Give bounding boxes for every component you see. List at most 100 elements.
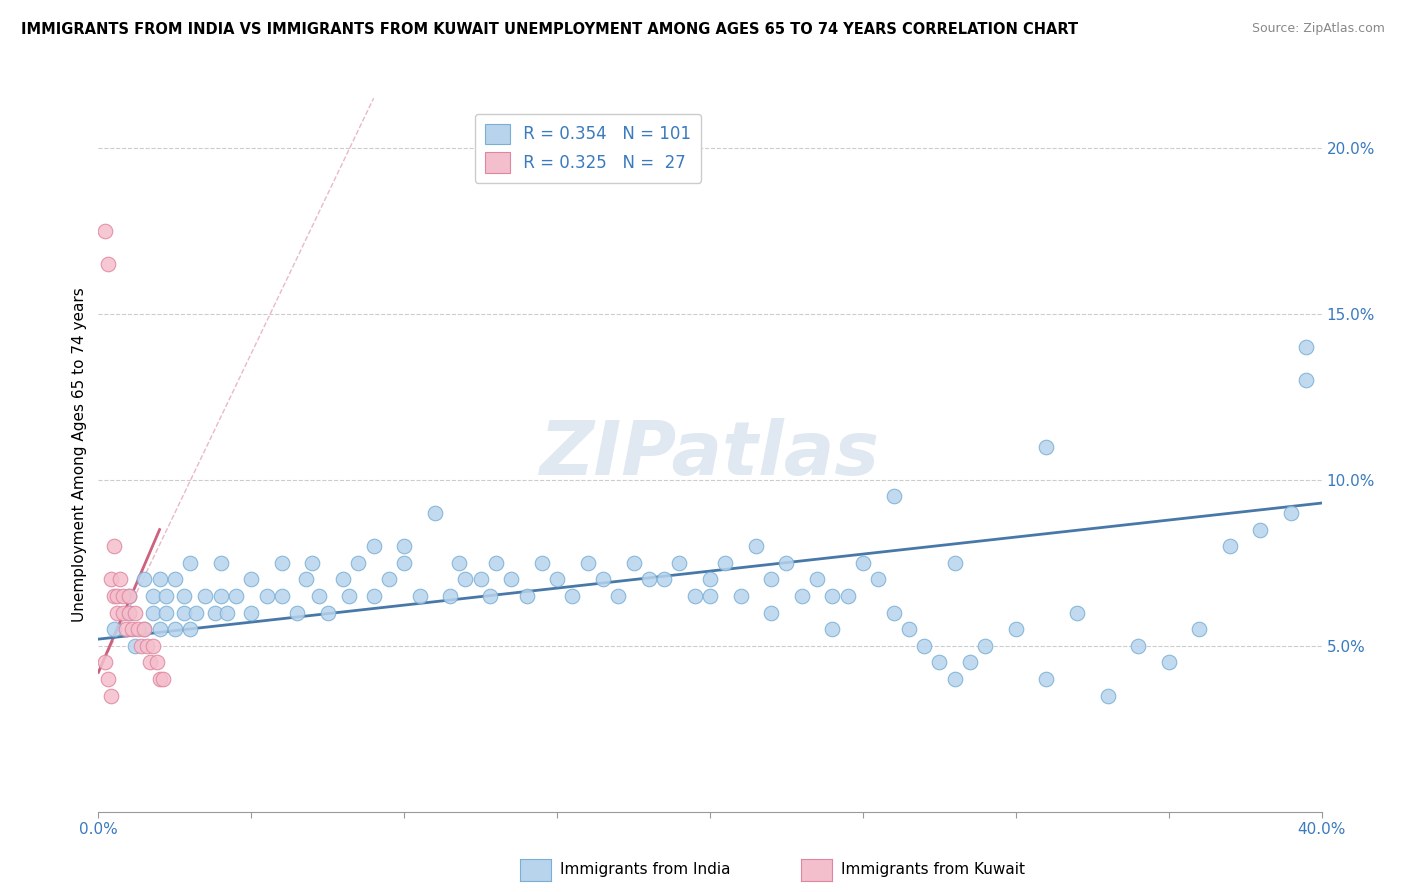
Point [821,622,844,636]
Point [868,573,890,587]
Point [173,589,195,603]
Point [449,556,471,570]
Point [759,606,782,620]
Point [240,573,263,587]
Point [332,573,354,587]
Text: ZIPatlas: ZIPatlas [540,418,880,491]
Point [337,589,360,603]
Point [623,556,645,570]
Point [145,656,167,670]
Point [118,606,141,620]
Point [637,573,661,587]
Point [821,589,844,603]
Point [897,622,920,636]
Point [111,606,134,620]
Text: Immigrants from Kuwait: Immigrants from Kuwait [841,863,1025,877]
Point [194,589,217,603]
Point [454,573,477,587]
Point [134,573,156,587]
Point [806,573,828,587]
Point [149,573,172,587]
Point [97,672,120,686]
Point [668,556,690,570]
Point [163,622,186,636]
Point [1188,622,1211,636]
Point [1097,689,1119,703]
Point [561,589,583,603]
Point [714,556,737,570]
Point [103,589,125,603]
Text: IMMIGRANTS FROM INDIA VS IMMIGRANTS FROM KUWAIT UNEMPLOYMENT AMONG AGES 65 TO 74: IMMIGRANTS FROM INDIA VS IMMIGRANTS FROM… [21,22,1078,37]
Point [118,606,141,620]
Point [149,672,172,686]
Point [501,573,523,587]
Point [93,656,115,670]
Point [439,589,461,603]
Point [93,224,115,238]
Point [149,622,172,636]
Point [592,573,614,587]
Point [423,506,446,520]
Point [699,573,721,587]
Point [392,539,416,553]
Point [1295,373,1317,387]
Point [1004,622,1026,636]
Point [883,490,905,504]
Point [478,589,501,603]
Point [943,672,966,686]
Point [179,556,201,570]
Point [699,589,721,603]
Point [215,606,238,620]
Point [142,589,165,603]
Point [485,556,508,570]
Point [683,589,706,603]
Point [652,573,675,587]
Point [124,606,146,620]
Point [1249,523,1271,537]
Point [105,589,128,603]
Y-axis label: Unemployment Among Ages 65 to 74 years: Unemployment Among Ages 65 to 74 years [72,287,87,623]
Point [745,539,768,553]
Point [204,606,226,620]
Point [103,539,125,553]
Point [118,589,141,603]
Point [308,589,330,603]
Point [97,257,120,271]
Point [270,589,292,603]
Point [118,589,141,603]
Point [408,589,430,603]
Point [974,639,997,653]
Point [883,606,905,620]
Point [142,639,165,653]
Point [121,622,143,636]
Point [759,573,782,587]
Point [1128,639,1150,653]
Point [470,573,492,587]
Point [1035,672,1057,686]
Point [316,606,339,620]
Point [530,556,553,570]
Point [378,573,401,587]
Point [775,556,797,570]
Point [837,589,859,603]
Point [576,556,599,570]
Point [959,656,981,670]
Point [186,606,208,620]
Point [124,639,146,653]
Point [209,589,232,603]
Point [256,589,278,603]
Point [1219,539,1241,553]
Point [173,606,195,620]
Point [103,622,125,636]
Point [516,589,538,603]
Point [179,622,201,636]
Point [134,622,156,636]
Point [1157,656,1180,670]
Point [155,606,177,620]
Point [295,573,318,587]
Point [225,589,247,603]
Point [285,606,308,620]
Point [163,573,186,587]
Point [127,622,149,636]
Point [607,589,630,603]
